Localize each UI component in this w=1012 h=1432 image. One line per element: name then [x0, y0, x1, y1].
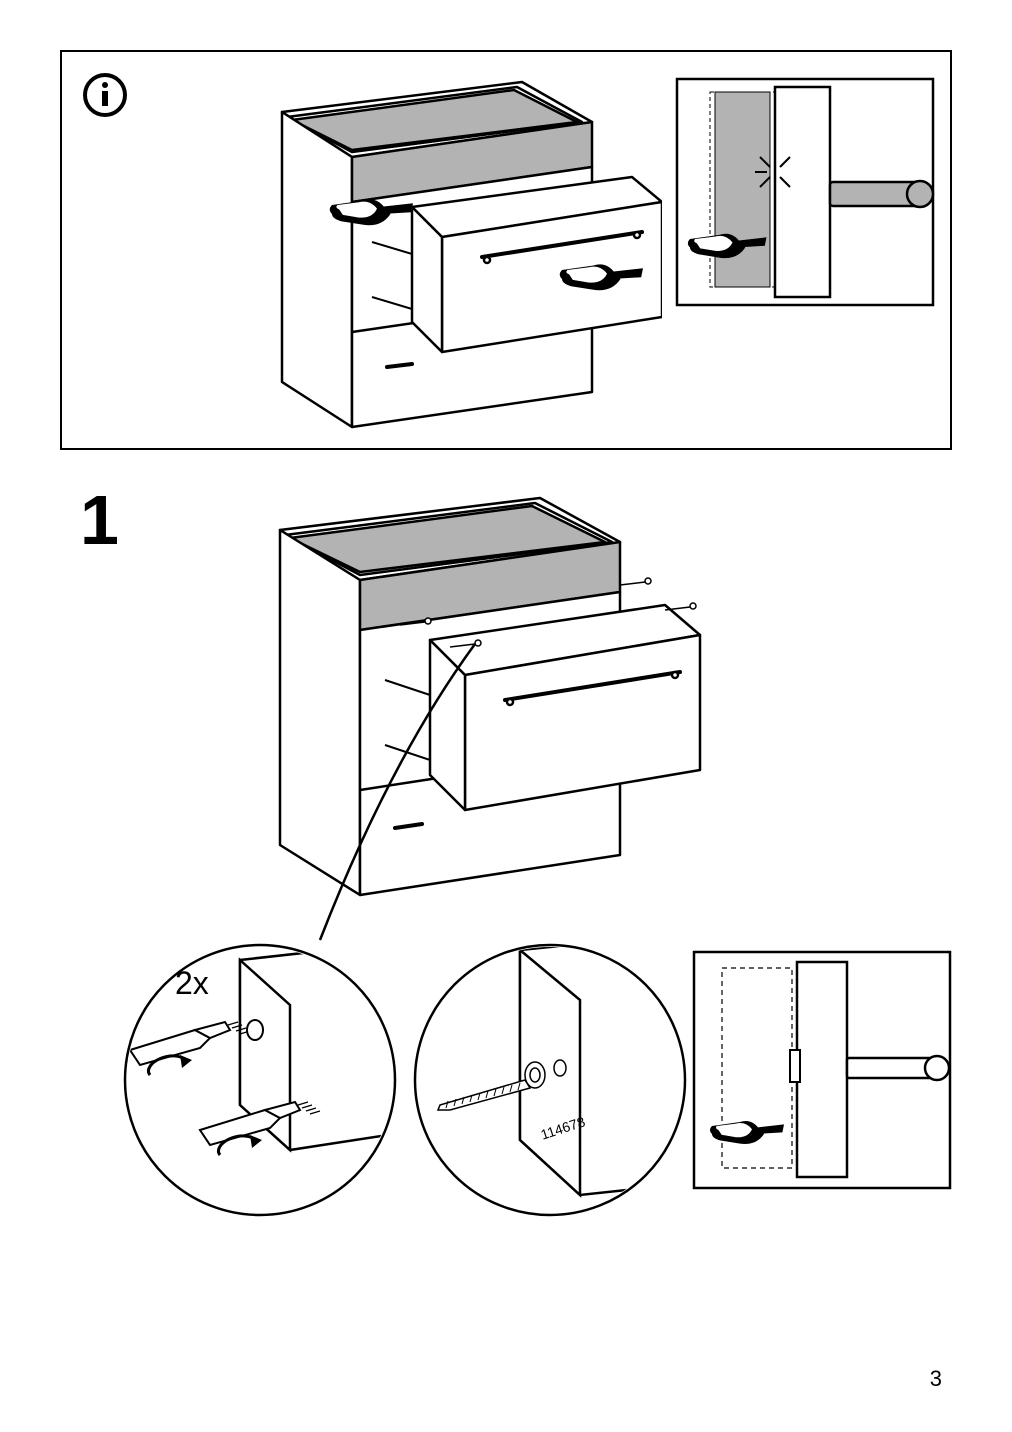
info-icon — [80, 70, 130, 120]
step-cabinet-illustration — [190, 480, 750, 980]
step-alignment-detail — [692, 950, 952, 1190]
step-1-area: 2x 114678 — [60, 480, 952, 1250]
info-panel — [60, 50, 952, 450]
step-detail-circles — [80, 930, 700, 1230]
page-number: 3 — [930, 1366, 942, 1392]
quantity-label: 2x — [175, 965, 209, 1002]
info-cabinet-illustration — [192, 62, 662, 442]
info-alignment-detail — [675, 77, 935, 307]
